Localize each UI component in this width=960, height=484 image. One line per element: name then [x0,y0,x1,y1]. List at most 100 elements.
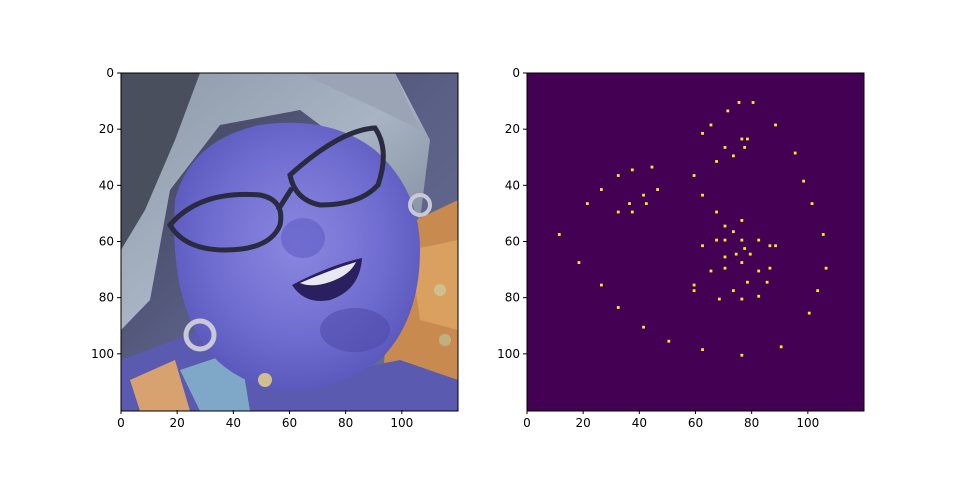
heatmap-point [701,348,704,352]
heatmap-point [723,238,727,242]
heatmap-point [734,252,738,256]
heatmap-point [642,193,645,197]
photo-x-tick-label: 100 [390,416,413,430]
heatmap-point [600,188,603,191]
face-photo [121,73,458,411]
heatmap-point [630,210,634,214]
photo-x-tick-label: 0 [117,416,125,430]
heatmap-point [709,269,713,273]
heatmap-point [715,160,718,163]
heatmap-point [746,280,749,284]
heatmap-point [692,283,696,287]
heatmap-x-tick-label: 60 [688,416,703,430]
heatmap-y-tick-label: 80 [505,291,520,305]
heatmap-point [709,123,713,127]
heatmap-point [732,154,735,158]
heatmap-y-tick-label: 40 [505,178,520,192]
photo-y-tick-label: 0 [106,66,114,80]
heatmap-background [527,73,864,411]
heatmap-point [810,202,814,205]
heatmap-point [743,146,747,149]
heatmap-y-tick-label: 60 [505,235,520,249]
heatmap-point [757,294,761,298]
heatmap-point [616,174,620,177]
heatmap-point [701,193,704,197]
heatmap-point [630,168,634,172]
heatmap-point [746,137,749,141]
heatmap-x-tick-label: 100 [796,416,819,430]
heatmap-point [600,283,603,287]
heatmap-point [616,210,620,214]
heatmap-point [816,289,820,293]
axes-photo-ticks: 0 20 40 60 80 100 0 20 40 60 80 100 [91,66,413,430]
heatmap-point [715,210,718,214]
photo-x-tick-label: 60 [282,416,297,430]
heatmap-point [807,311,811,315]
heatmap-point [667,339,671,343]
heatmap-x-tick-label: 20 [576,416,591,430]
photo-y-tick-label: 40 [99,178,114,192]
heatmap-point [732,230,735,234]
heatmap-point [737,101,741,104]
heatmap-point [740,261,744,264]
heatmap-point [768,266,772,270]
heatmap-y-tick-label: 100 [497,347,520,361]
heatmap-point [723,146,727,149]
heatmap-point [740,137,744,141]
heatmap-point [692,174,696,177]
heatmap-y-tick-label: 20 [505,122,520,136]
heatmap-point [779,345,783,349]
heatmap-points [557,101,828,357]
heatmap-point [751,101,755,104]
photo-x-tick-label: 80 [338,416,353,430]
heatmap-point [732,289,735,293]
heatmap-point [585,202,589,205]
heatmap-point [692,289,696,293]
heatmap-point [757,269,761,273]
heatmap-point [802,179,806,183]
heatmap-point [723,266,727,270]
photo-y-tick-label: 60 [99,235,114,249]
heatmap-y-tick-label: 0 [512,66,520,80]
heatmap-point [642,325,645,329]
heatmap-point [824,266,828,270]
heatmap-point [557,233,561,236]
heatmap-point [740,238,744,242]
heatmap-point [740,219,744,222]
heatmap-point [743,247,747,250]
axes-heatmap: 0 20 40 60 80 100 0 20 40 60 80 100 [497,66,865,430]
photo-x-tick-label: 40 [226,416,241,430]
heatmap-point [701,131,704,135]
photo-x-tick-label: 20 [170,416,185,430]
heatmap-point [723,224,727,228]
heatmap-point [757,238,761,242]
heatmap-point [717,297,721,301]
heatmap-point [821,233,825,236]
heatmap-point [701,244,704,248]
heatmap-point [740,353,744,357]
heatmap-point [774,123,777,127]
axes-photo: 0 20 40 60 80 100 0 20 40 60 80 100 [91,66,459,430]
heatmap-point [616,306,620,309]
heatmap-point [768,244,772,248]
heatmap-x-tick-label: 80 [744,416,759,430]
heatmap-point [793,151,797,155]
heatmap-point [765,280,769,284]
heatmap-point [656,188,659,191]
heatmap-point [644,202,648,205]
heatmap-point [628,202,631,205]
heatmap-point [740,297,744,301]
heatmap-point [577,261,581,264]
heatmap-point [650,165,654,169]
photo-y-tick-label: 80 [99,291,114,305]
heatmap-point [723,255,727,259]
heatmap-point [748,252,752,256]
heatmap-point [726,109,730,113]
photo-y-tick-label: 100 [91,347,114,361]
heatmap-point [715,238,718,242]
heatmap-x-tick-label: 0 [523,416,531,430]
heatmap-point [774,244,777,248]
photo-y-tick-label: 20 [99,122,114,136]
